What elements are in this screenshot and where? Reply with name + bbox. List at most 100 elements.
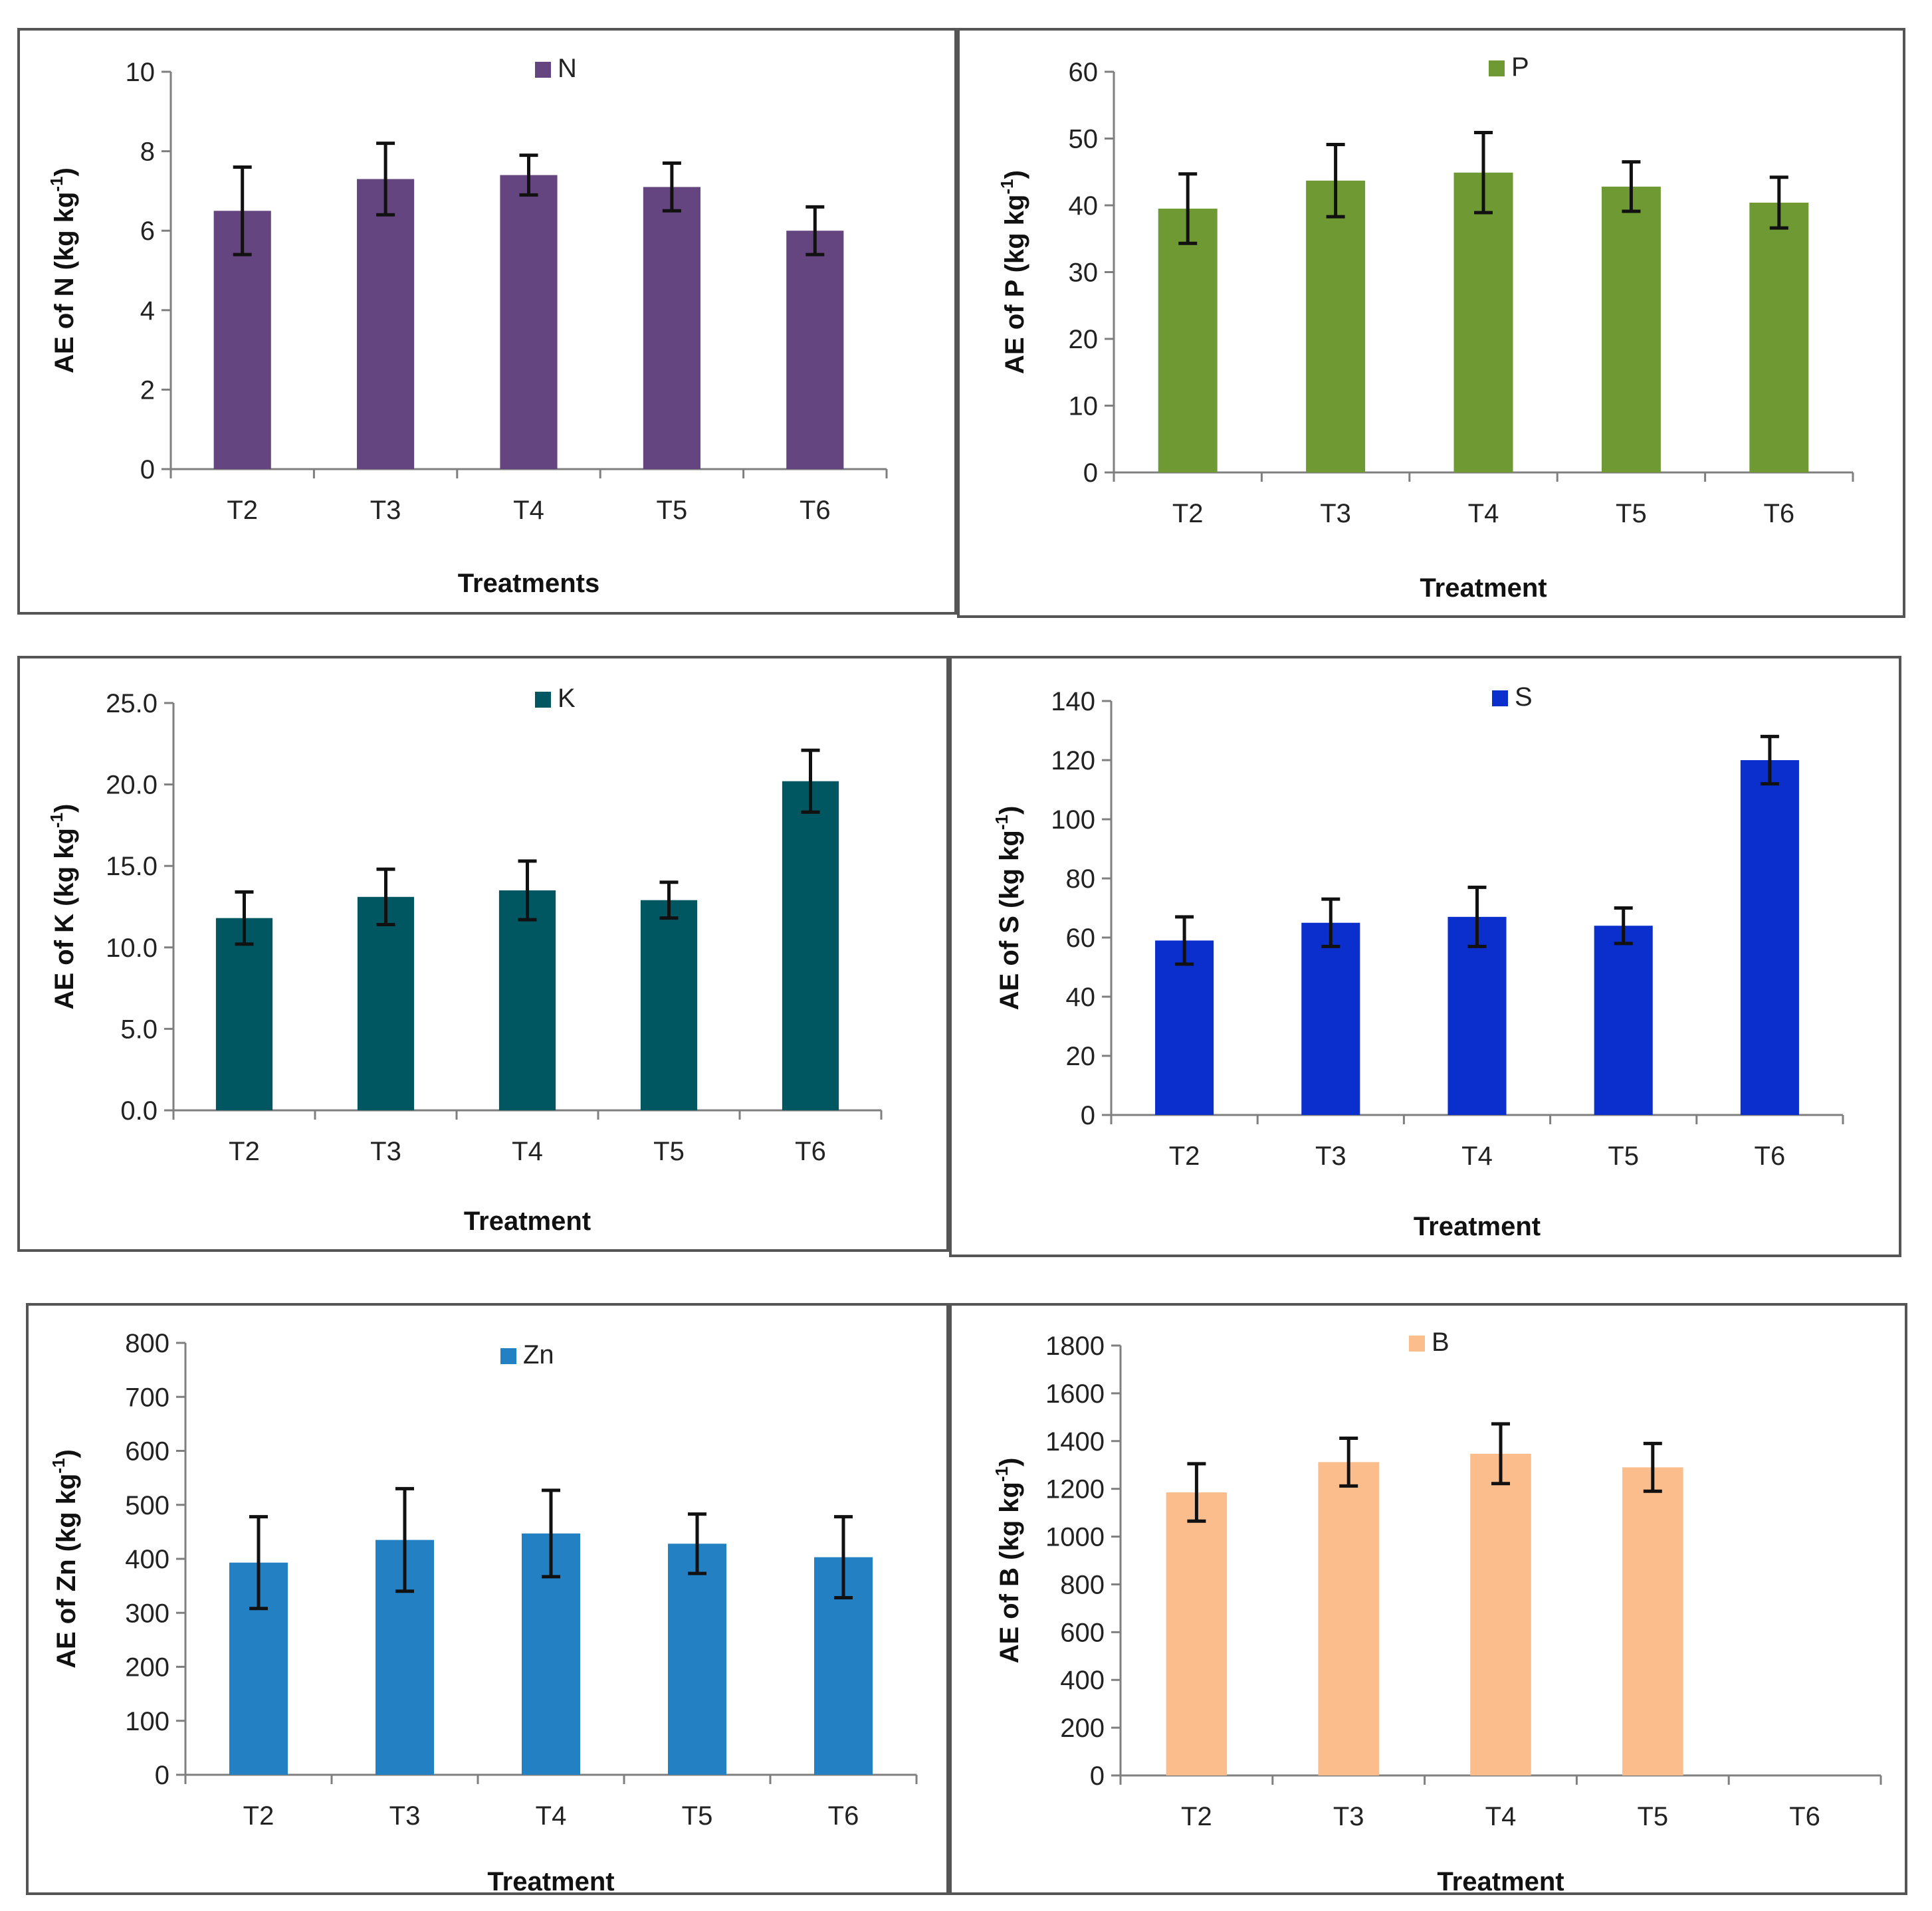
chart-panel-zn: 0 100 200 300 400 500 600 700 800 T2 T3 T4 T5 T6 Zn Tre…	[26, 1303, 949, 1895]
bar-t2	[1155, 940, 1214, 1115]
bar-t4	[1470, 1453, 1531, 1775]
x-tick-label-t6: T6	[828, 1801, 859, 1831]
legend-swatch	[535, 62, 551, 78]
x-tick-label-t3: T3	[370, 496, 401, 525]
legend-swatch	[1492, 690, 1508, 706]
chart-panel-s: 0 20 40 60 80 100 120 140 T2 T3 T4 T5 T6 S Treatment AE…	[949, 656, 1901, 1257]
y-tick-label: 1200	[1045, 1475, 1105, 1504]
legend-label: K	[558, 684, 576, 713]
x-tick-label-t4: T4	[1485, 1802, 1517, 1831]
chart-svg-b: 0 200 400 600 800 1000 1200 1400 1600 1800 T2 T3 T4 T…	[992, 1328, 1882, 1892]
y-tick-label: 1800	[1045, 1332, 1105, 1361]
legend-label: S	[1515, 682, 1533, 712]
y-tick-label: 600	[125, 1437, 169, 1466]
chart-svg-zn: 0 100 200 300 400 500 600 700 800 T2 T3 T4 T5 T6 Zn Tre…	[49, 1329, 918, 1892]
y-tick-label: 100	[1051, 805, 1095, 835]
y-tick-label: 60	[1066, 924, 1096, 953]
legend-label: B	[1432, 1328, 1449, 1357]
legend-swatch	[1409, 1336, 1425, 1352]
y-axis-title: AE of N (kg kg-1)	[47, 167, 79, 373]
x-tick-label-t5: T5	[1637, 1802, 1668, 1831]
y-tick-label: 50	[1069, 125, 1099, 154]
y-tick-label: 600	[1060, 1618, 1105, 1647]
x-axis-title: Treatments	[458, 569, 599, 598]
x-tick-label-t3: T3	[1320, 499, 1351, 528]
bar-t5	[1594, 926, 1653, 1115]
y-tick-label: 40	[1066, 983, 1096, 1012]
legend-swatch	[500, 1348, 516, 1364]
y-tick-label: 30	[1069, 258, 1099, 288]
legend-label: N	[558, 54, 577, 83]
bar-t4	[1453, 172, 1513, 472]
legend-label: P	[1511, 52, 1529, 82]
bar-t6	[1740, 760, 1799, 1115]
y-tick-label: 0	[1081, 1101, 1095, 1130]
y-tick-label: 120	[1051, 746, 1095, 775]
bar-t5	[1622, 1467, 1683, 1775]
bar-t5	[640, 900, 698, 1110]
y-tick-label: 500	[125, 1491, 169, 1520]
y-tick-label: 5.0	[120, 1015, 158, 1044]
y-tick-label: 8	[140, 138, 155, 167]
x-tick-label-t6: T6	[800, 496, 831, 525]
y-axis-title: AE of Zn (kg kg-1)	[49, 1449, 81, 1668]
y-tick-label: 400	[1060, 1666, 1105, 1695]
y-tick-label: 1000	[1045, 1523, 1105, 1552]
y-tick-label: 40	[1069, 191, 1099, 221]
bar-t4	[498, 890, 556, 1110]
y-tick-label: 700	[125, 1383, 169, 1412]
y-axis-title: AE of K (kg kg-1)	[47, 804, 79, 1010]
legend-label: Zn	[523, 1340, 554, 1369]
x-tick-label-t5: T5	[657, 496, 688, 525]
y-tick-label: 6	[140, 217, 155, 246]
x-axis-title: Treatment	[487, 1867, 614, 1892]
chart-svg-n: 0 2 4 6 8 10 T2 T3 T4 T5 T6 N Treatments AE of N (kg …	[47, 54, 888, 598]
y-tick-label: 20.0	[106, 771, 158, 800]
bar-t5	[643, 187, 700, 469]
bar-t5	[1601, 186, 1661, 472]
y-tick-label: 10.0	[106, 934, 158, 963]
x-tick-label-t6: T6	[795, 1137, 826, 1166]
y-tick-label: 300	[125, 1599, 169, 1628]
x-tick-label-t3: T3	[1333, 1802, 1364, 1831]
x-tick-label-t5: T5	[653, 1137, 685, 1166]
y-tick-label: 0	[1090, 1761, 1105, 1791]
bar-t6	[786, 231, 844, 469]
y-tick-label: 80	[1066, 864, 1096, 894]
x-tick-label-t6: T6	[1755, 1142, 1786, 1171]
x-tick-label-t5: T5	[1608, 1142, 1639, 1171]
chart-panel-p: 0 10 20 30 40 50 60 T2 T3 T4 T5 T6 P Treatment AE of P…	[957, 28, 1905, 618]
chart-panel-k: 0.0 5.0 10.0 15.0 20.0 25.0 T2 T3 T4 T5 T6 K Treatme…	[17, 656, 949, 1252]
x-tick-label-t3: T3	[389, 1801, 421, 1831]
legend-swatch	[1489, 60, 1505, 76]
chart-panel-b: 0 200 400 600 800 1000 1200 1400 1600 1800 T2 T3 T4 T…	[949, 1303, 1907, 1895]
x-tick-label-t2: T2	[229, 1137, 260, 1166]
bar-t4	[500, 175, 558, 469]
x-tick-label-t4: T4	[1461, 1142, 1493, 1171]
bar-t2	[1158, 209, 1218, 472]
x-tick-label-t2: T2	[243, 1801, 274, 1831]
bar-t2	[215, 918, 273, 1110]
y-tick-label: 10	[126, 58, 156, 87]
x-tick-label-t4: T4	[512, 1137, 543, 1166]
x-axis-title: Treatment	[464, 1207, 591, 1236]
chart-svg-k: 0.0 5.0 10.0 15.0 20.0 25.0 T2 T3 T4 T5 T6 K Treatme…	[47, 684, 883, 1236]
y-tick-label: 200	[1060, 1714, 1105, 1743]
chart-svg-p: 0 10 20 30 40 50 60 T2 T3 T4 T5 T6 P Treatment AE of P…	[997, 52, 1854, 603]
y-tick-label: 25.0	[106, 689, 158, 718]
x-tick-label-t2: T2	[227, 496, 258, 525]
legend-swatch	[535, 692, 551, 708]
y-tick-label: 1400	[1045, 1427, 1105, 1457]
bar-t4	[1448, 916, 1507, 1115]
bar-t3	[357, 896, 415, 1110]
x-axis-title: Treatment	[1437, 1867, 1564, 1892]
x-axis-title: Treatment	[1414, 1212, 1541, 1241]
y-tick-label: 0.0	[120, 1096, 158, 1126]
y-tick-label: 20	[1069, 325, 1099, 354]
bar-t3	[1306, 180, 1366, 472]
x-tick-label-t3: T3	[1315, 1142, 1346, 1171]
x-tick-label-t2: T2	[1169, 1142, 1200, 1171]
y-tick-label: 15.0	[106, 852, 158, 881]
bar-t3	[357, 179, 415, 469]
x-tick-label-t5: T5	[1616, 499, 1647, 528]
